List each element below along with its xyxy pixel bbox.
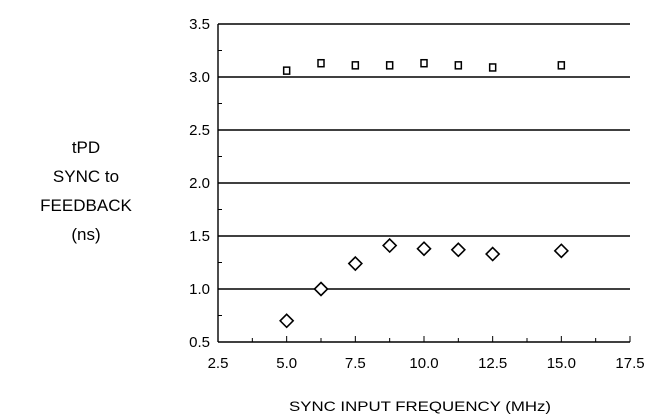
diamond-point-0 — [280, 314, 293, 327]
square-point-6 — [490, 64, 496, 71]
x-tick-label-7.5: 7.5 — [345, 355, 366, 372]
square-point-0 — [284, 67, 290, 74]
diamond-point-4 — [418, 242, 431, 255]
x-tick-label-12.5: 12.5 — [478, 355, 507, 372]
diamond-point-1 — [315, 283, 328, 296]
square-point-2 — [352, 62, 358, 69]
diamond-point-3 — [383, 239, 396, 252]
x-tick-label-5.0: 5.0 — [276, 355, 297, 372]
y-tick-label-2.5: 2.5 — [189, 122, 210, 139]
x-tick-label-2.5: 2.5 — [208, 355, 229, 372]
square-point-1 — [318, 60, 324, 67]
diamond-point-7 — [555, 244, 568, 257]
square-point-3 — [387, 62, 393, 69]
y-tick-labels: 0.5 1.0 1.5 2.0 2.5 3.0 3.5 — [189, 16, 210, 351]
y-axis-title-line-2: SYNC to — [53, 167, 119, 186]
y-axis-title-line-4: (ns) — [71, 225, 100, 244]
y-tick-label-3.0: 3.0 — [189, 69, 210, 86]
x-tick-label-10.0: 10.0 — [409, 355, 438, 372]
square-point-4 — [421, 60, 427, 67]
y-tick-label-0.5: 0.5 — [189, 334, 210, 351]
diamond-point-6 — [486, 248, 499, 261]
x-tick-labels: 2.5 5.0 7.5 10.0 12.5 15.0 17.5 — [208, 355, 645, 372]
y-axis-title-line-3: FEEDBACK — [40, 196, 132, 215]
y-tick-label-1.0: 1.0 — [189, 281, 210, 298]
square-point-7 — [558, 62, 564, 69]
x-tick-label-15.0: 15.0 — [547, 355, 576, 372]
y-tick-label-2.0: 2.0 — [189, 175, 210, 192]
x-tick-label-17.5: 17.5 — [615, 355, 644, 372]
diamond-point-2 — [349, 257, 362, 270]
y-axis-title-line-1: tPD — [72, 138, 100, 157]
y-tick-label-3.5: 3.5 — [189, 16, 210, 33]
x-axis-title: SYNC INPUT FREQUENCY (MHz) — [289, 398, 551, 414]
square-point-5 — [455, 62, 461, 69]
data-points — [280, 60, 568, 328]
diamond-point-5 — [452, 243, 465, 256]
y-tick-label-1.5: 1.5 — [189, 228, 210, 245]
